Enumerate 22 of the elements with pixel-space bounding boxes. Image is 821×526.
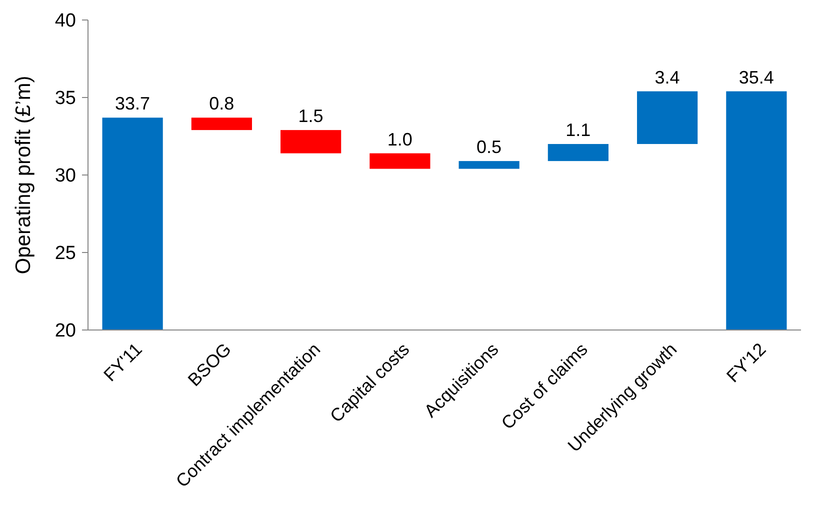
bar (458, 161, 520, 169)
data-label: 33.7 (115, 94, 150, 114)
y-tick-label: 40 (54, 10, 76, 32)
bar (637, 91, 698, 144)
bar (102, 118, 163, 330)
y-tick-label: 20 (54, 320, 76, 342)
data-label: 0.8 (209, 94, 234, 114)
bar (191, 118, 252, 130)
data-label: 3.4 (654, 67, 680, 88)
y-tick-label: 25 (54, 243, 76, 264)
y-axis-title: Operating profit (£’m) (12, 76, 35, 274)
data-label: 1.1 (566, 120, 591, 140)
y-tick-label: 35 (54, 88, 76, 110)
data-label: 0.5 (476, 137, 502, 158)
data-label: 35.4 (738, 67, 774, 88)
data-label: 1.0 (387, 129, 412, 150)
data-label: 1.5 (298, 106, 324, 126)
bar (548, 144, 608, 162)
bar (726, 91, 787, 330)
bar (370, 153, 430, 169)
y-tick-label: 30 (54, 166, 76, 187)
bar (280, 130, 342, 154)
